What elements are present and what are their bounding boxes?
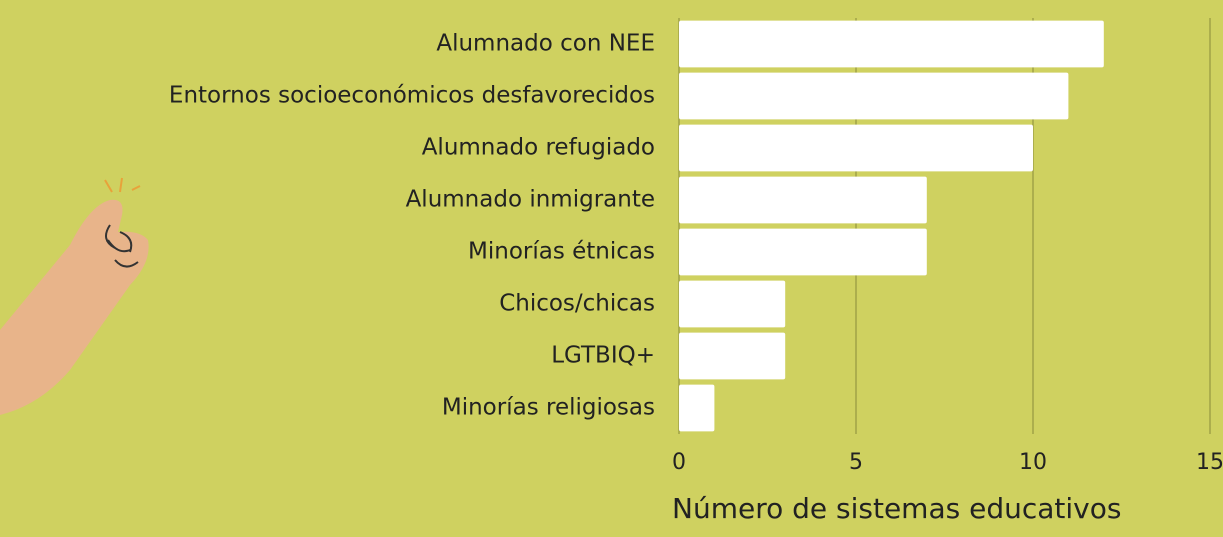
y-tick-label: Alumnado con NEE bbox=[436, 31, 655, 57]
bar bbox=[679, 333, 785, 380]
bar bbox=[679, 125, 1033, 172]
x-tick-label: 0 bbox=[672, 450, 686, 475]
bar bbox=[679, 385, 714, 432]
x-tick-label: 15 bbox=[1196, 450, 1223, 475]
x-axis-label: Número de sistemas educativos bbox=[672, 492, 1121, 525]
bar bbox=[679, 229, 927, 276]
y-tick-label: Chicos/chicas bbox=[499, 291, 655, 317]
y-tick-label: Minorías étnicas bbox=[468, 239, 655, 265]
x-tick-label: 10 bbox=[1019, 450, 1047, 475]
bar bbox=[679, 21, 1104, 68]
chart: Número de sistemas educativos 0 5 10 15 Alum… bbox=[0, 0, 1223, 537]
y-tick-label: Minorías religiosas bbox=[442, 395, 655, 421]
x-tick-label: 5 bbox=[849, 450, 863, 475]
page: Número de sistemas educativos 0 5 10 15 Alum… bbox=[0, 0, 1223, 537]
y-tick-label: LGTBIQ+ bbox=[551, 343, 655, 369]
bar bbox=[679, 281, 785, 328]
bar bbox=[679, 177, 927, 224]
y-tick-label: Entornos socioeconómicos desfavorecidos bbox=[169, 83, 655, 109]
y-tick-label: Alumnado inmigrante bbox=[406, 187, 655, 213]
bar bbox=[679, 73, 1068, 120]
y-tick-label: Alumnado refugiado bbox=[422, 135, 655, 161]
